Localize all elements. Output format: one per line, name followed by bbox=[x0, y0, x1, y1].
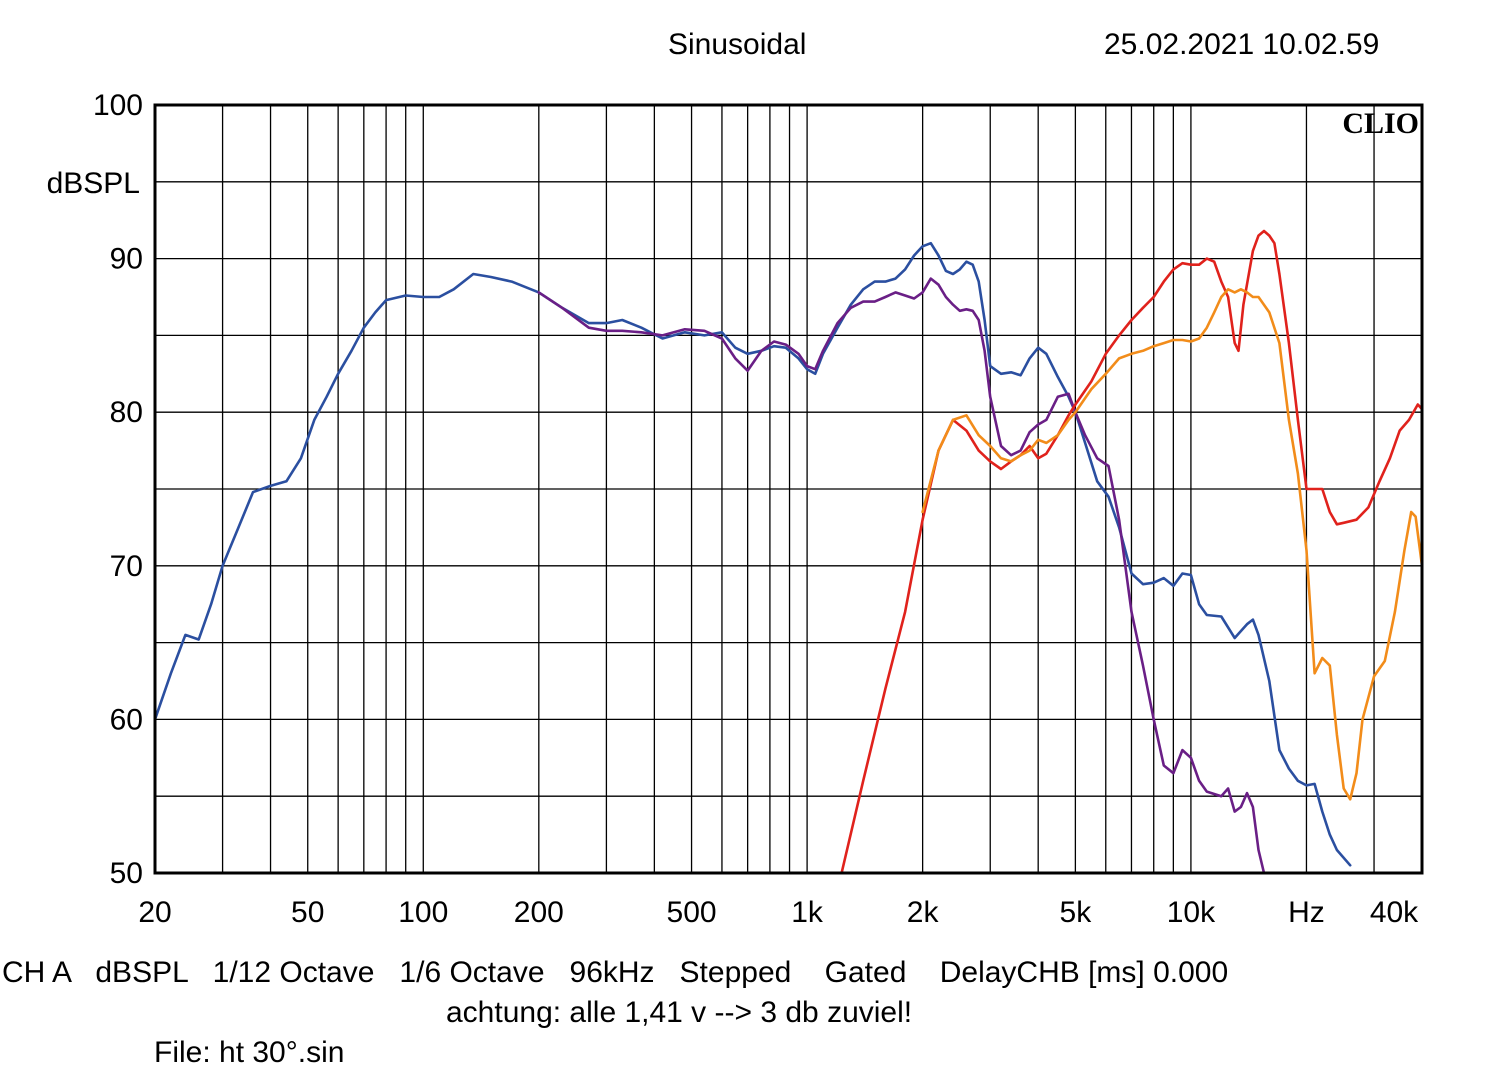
x-tick-label: 500 bbox=[667, 896, 717, 929]
series-line-1 bbox=[155, 241, 1352, 867]
chart-title: Sinusoidal bbox=[668, 28, 807, 61]
x-tick-label: 5k bbox=[1060, 896, 1093, 929]
y-axis-unit-label: dBSPL bbox=[47, 167, 140, 200]
x-tick-label: Hz bbox=[1288, 896, 1325, 929]
x-tick-label: 10k bbox=[1167, 896, 1216, 929]
y-tick-label: 100 bbox=[93, 89, 143, 122]
clio-brand-logo: CLIO bbox=[1342, 107, 1419, 140]
y-tick-label: 80 bbox=[110, 396, 143, 429]
x-tick-label: 50 bbox=[291, 896, 324, 929]
y-tick-label: 90 bbox=[110, 243, 143, 276]
x-tick-label: 1k bbox=[791, 896, 824, 929]
y-tick-labels: 100 90 80 70 60 50 bbox=[93, 89, 143, 890]
x-tick-labels: 20 50 100 200 500 1k 2k 5k 10k Hz 40k bbox=[138, 896, 1419, 929]
measurement-note: achtung: alle 1,41 v --> 3 db zuviel! bbox=[446, 996, 913, 1029]
measurement-settings: CH A dBSPL 1/12 Octave 1/6 Octave 96kHz … bbox=[2, 956, 1229, 989]
y-tick-label: 70 bbox=[110, 550, 143, 583]
y-tick-label: 60 bbox=[110, 703, 143, 736]
plot-frame bbox=[153, 103, 1424, 875]
file-name: File: ht 30°.sin bbox=[154, 1036, 345, 1069]
series-lines bbox=[155, 229, 1422, 875]
y-tick-label: 50 bbox=[110, 857, 143, 890]
x-tick-label: 200 bbox=[514, 896, 564, 929]
series-line-4 bbox=[921, 287, 1422, 801]
series-line-3 bbox=[840, 229, 1422, 875]
x-tick-label: 20 bbox=[138, 896, 171, 929]
measurement-datetime: 25.02.2021 10.02.59 bbox=[1104, 28, 1380, 61]
x-tick-label: 40k bbox=[1370, 896, 1419, 929]
x-tick-label: 100 bbox=[398, 896, 448, 929]
x-tick-label: 2k bbox=[907, 896, 940, 929]
grid bbox=[155, 104, 1422, 874]
series-line-2 bbox=[537, 277, 1266, 875]
